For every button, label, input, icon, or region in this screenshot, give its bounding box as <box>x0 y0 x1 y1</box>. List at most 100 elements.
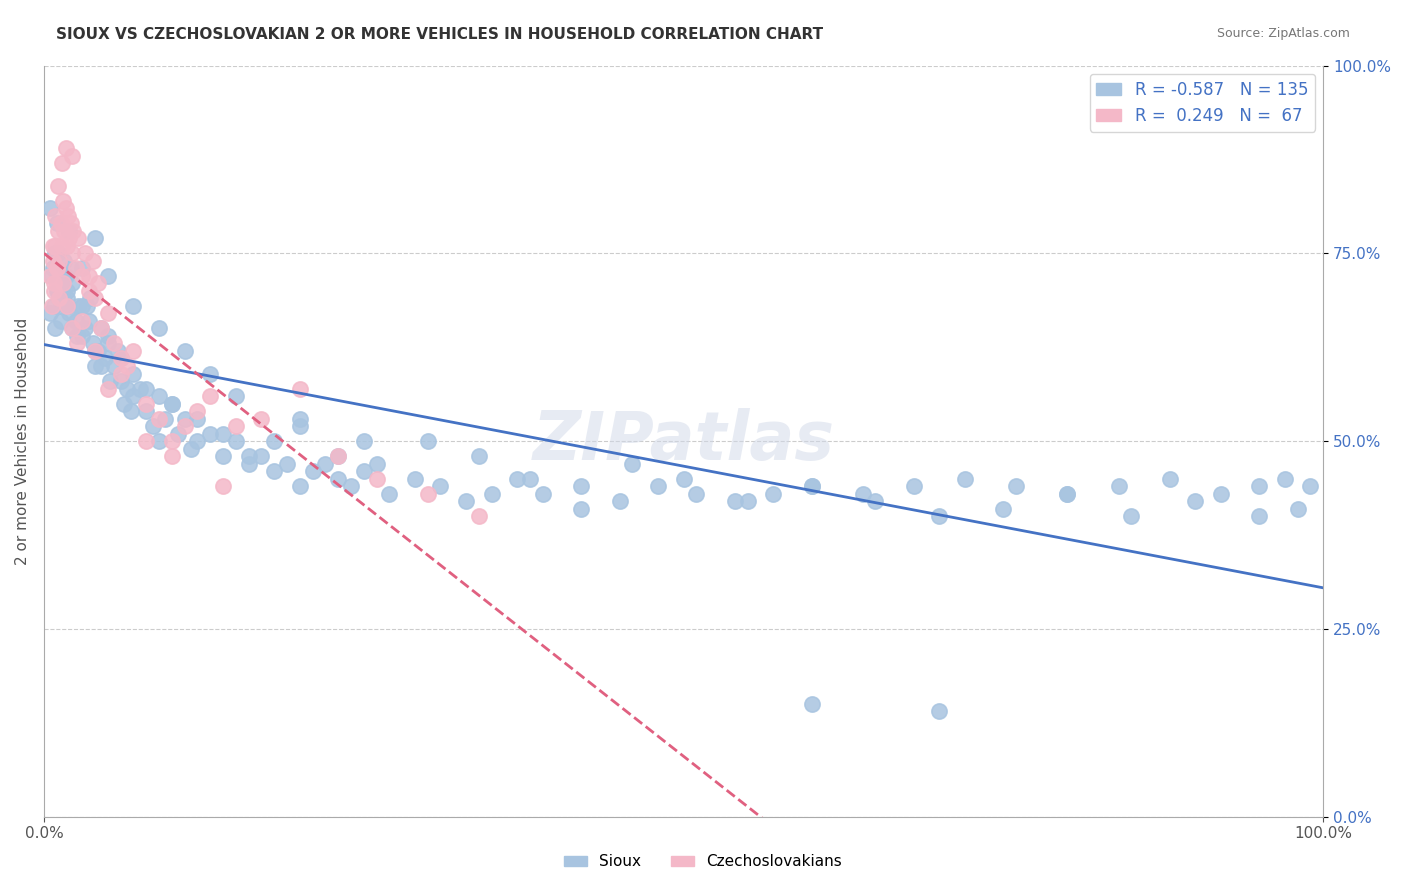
Point <box>67 299 90 313</box>
Point <box>44 321 66 335</box>
Point <box>135 404 157 418</box>
Point <box>42 261 65 276</box>
Point <box>52 277 75 291</box>
Point <box>110 374 132 388</box>
Point <box>48 253 70 268</box>
Point <box>39 202 62 216</box>
Point <box>90 321 112 335</box>
Point <box>76 299 98 313</box>
Point <box>353 464 375 478</box>
Point <box>86 277 108 291</box>
Point <box>685 486 707 500</box>
Legend: Sioux, Czechoslovakians: Sioux, Czechoslovakians <box>558 848 848 875</box>
Point <box>672 472 695 486</box>
Point <box>52 292 75 306</box>
Point <box>42 253 65 268</box>
Point <box>135 396 157 410</box>
Point <box>212 449 235 463</box>
Point <box>250 449 273 463</box>
Point <box>1286 501 1309 516</box>
Point <box>180 442 202 456</box>
Point <box>173 343 195 358</box>
Point <box>200 367 222 381</box>
Point <box>122 343 145 358</box>
Point <box>58 306 80 320</box>
Point <box>103 359 125 373</box>
Point <box>72 261 94 276</box>
Point <box>128 382 150 396</box>
Point <box>79 292 101 306</box>
Point <box>200 389 222 403</box>
Point <box>993 501 1015 516</box>
Point <box>852 486 875 500</box>
Point <box>186 434 208 449</box>
Point <box>77 284 100 298</box>
Point <box>110 367 132 381</box>
Point <box>65 261 87 276</box>
Point <box>167 426 190 441</box>
Point <box>84 359 107 373</box>
Point <box>160 396 183 410</box>
Point <box>148 389 170 403</box>
Point <box>55 268 77 283</box>
Point <box>378 486 401 500</box>
Point <box>122 389 145 403</box>
Point <box>49 314 72 328</box>
Point <box>60 149 83 163</box>
Point <box>225 419 247 434</box>
Point <box>122 367 145 381</box>
Point <box>49 216 72 230</box>
Point <box>110 351 132 366</box>
Point <box>77 314 100 328</box>
Point <box>903 479 925 493</box>
Point <box>1159 472 1181 486</box>
Point <box>41 299 63 313</box>
Point <box>45 284 67 298</box>
Point <box>724 494 747 508</box>
Point <box>865 494 887 508</box>
Point <box>94 351 117 366</box>
Point <box>59 261 82 276</box>
Text: SIOUX VS CZECHOSLOVAKIAN 2 OR MORE VEHICLES IN HOUSEHOLD CORRELATION CHART: SIOUX VS CZECHOSLOVAKIAN 2 OR MORE VEHIC… <box>56 27 824 42</box>
Point <box>800 697 823 711</box>
Point <box>73 321 96 335</box>
Point <box>328 472 350 486</box>
Point <box>288 411 311 425</box>
Point <box>45 261 67 276</box>
Point <box>59 216 82 230</box>
Point <box>429 479 451 493</box>
Point <box>90 321 112 335</box>
Point <box>328 449 350 463</box>
Point <box>44 209 66 223</box>
Point <box>46 224 69 238</box>
Point <box>52 194 75 208</box>
Point <box>531 486 554 500</box>
Point <box>148 411 170 425</box>
Point <box>148 434 170 449</box>
Point <box>148 321 170 335</box>
Point <box>66 336 89 351</box>
Point <box>301 464 323 478</box>
Point <box>56 284 79 298</box>
Point <box>48 268 70 283</box>
Point <box>647 479 669 493</box>
Point <box>51 239 73 253</box>
Point <box>416 434 439 449</box>
Point <box>82 336 104 351</box>
Point <box>173 419 195 434</box>
Point <box>42 299 65 313</box>
Point <box>468 449 491 463</box>
Point <box>86 343 108 358</box>
Point <box>135 434 157 449</box>
Point <box>60 321 83 335</box>
Point <box>110 351 132 366</box>
Point <box>120 404 142 418</box>
Point <box>173 411 195 425</box>
Point <box>44 246 66 260</box>
Point <box>1121 509 1143 524</box>
Point <box>115 382 138 396</box>
Point <box>1184 494 1206 508</box>
Point <box>100 374 122 388</box>
Point <box>66 329 89 343</box>
Point <box>276 457 298 471</box>
